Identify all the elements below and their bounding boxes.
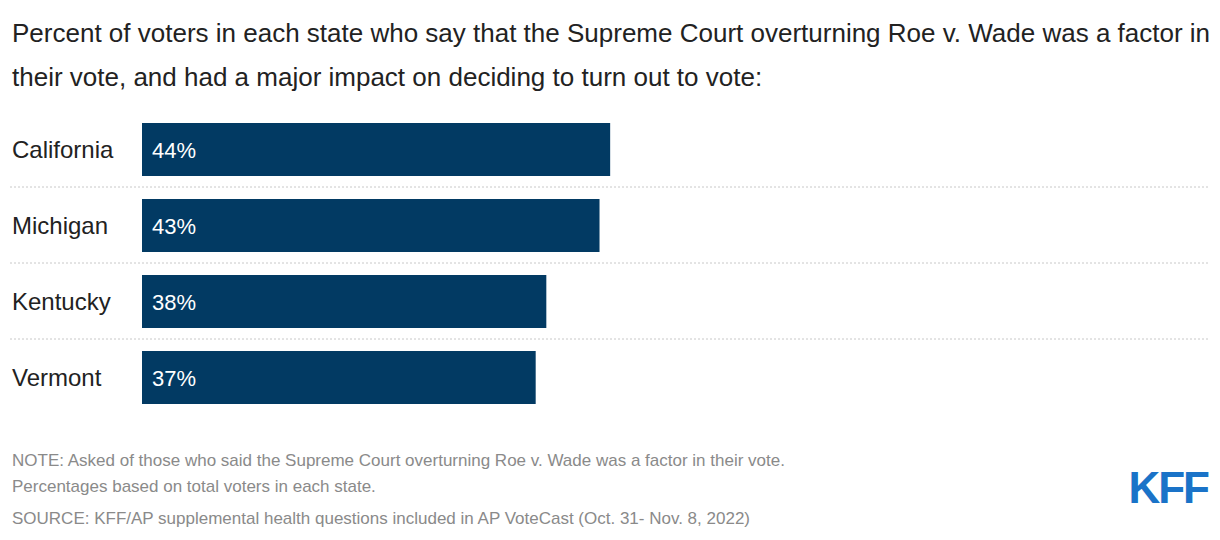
bar: [142, 351, 536, 404]
plot-area: [142, 123, 610, 404]
data-label: 38%: [152, 290, 196, 315]
note: Percentages based on total voters in eac…: [12, 477, 376, 496]
separator: [10, 187, 1208, 188]
labels: California 44% Michigan 43% Kentucky 38% Vermo…: [12, 136, 196, 391]
category-label: Kentucky: [12, 288, 111, 315]
data-label: 37%: [152, 366, 196, 391]
bar: [142, 199, 600, 252]
chart: Percent of voters in each state who say …: [0, 0, 1220, 540]
category-label: California: [12, 136, 114, 163]
note: NOTE: Asked of those who said the Suprem…: [12, 451, 785, 470]
title: Percent of voters in each state who say …: [12, 18, 1210, 92]
bar: [142, 275, 546, 328]
category-label: Vermont: [12, 364, 102, 391]
category-label: Michigan: [12, 212, 108, 239]
data-label: 43%: [152, 214, 196, 239]
separator: [10, 263, 1208, 264]
logo: KFF: [1128, 463, 1209, 512]
bar: [142, 123, 610, 176]
data-label: 44%: [152, 138, 196, 163]
separator: [10, 339, 1208, 340]
title-line: their vote, and had a major impact on de…: [12, 62, 762, 92]
note: SOURCE: KFF/AP supplemental health quest…: [12, 509, 750, 528]
title-line: Percent of voters in each state who say …: [12, 18, 1210, 48]
